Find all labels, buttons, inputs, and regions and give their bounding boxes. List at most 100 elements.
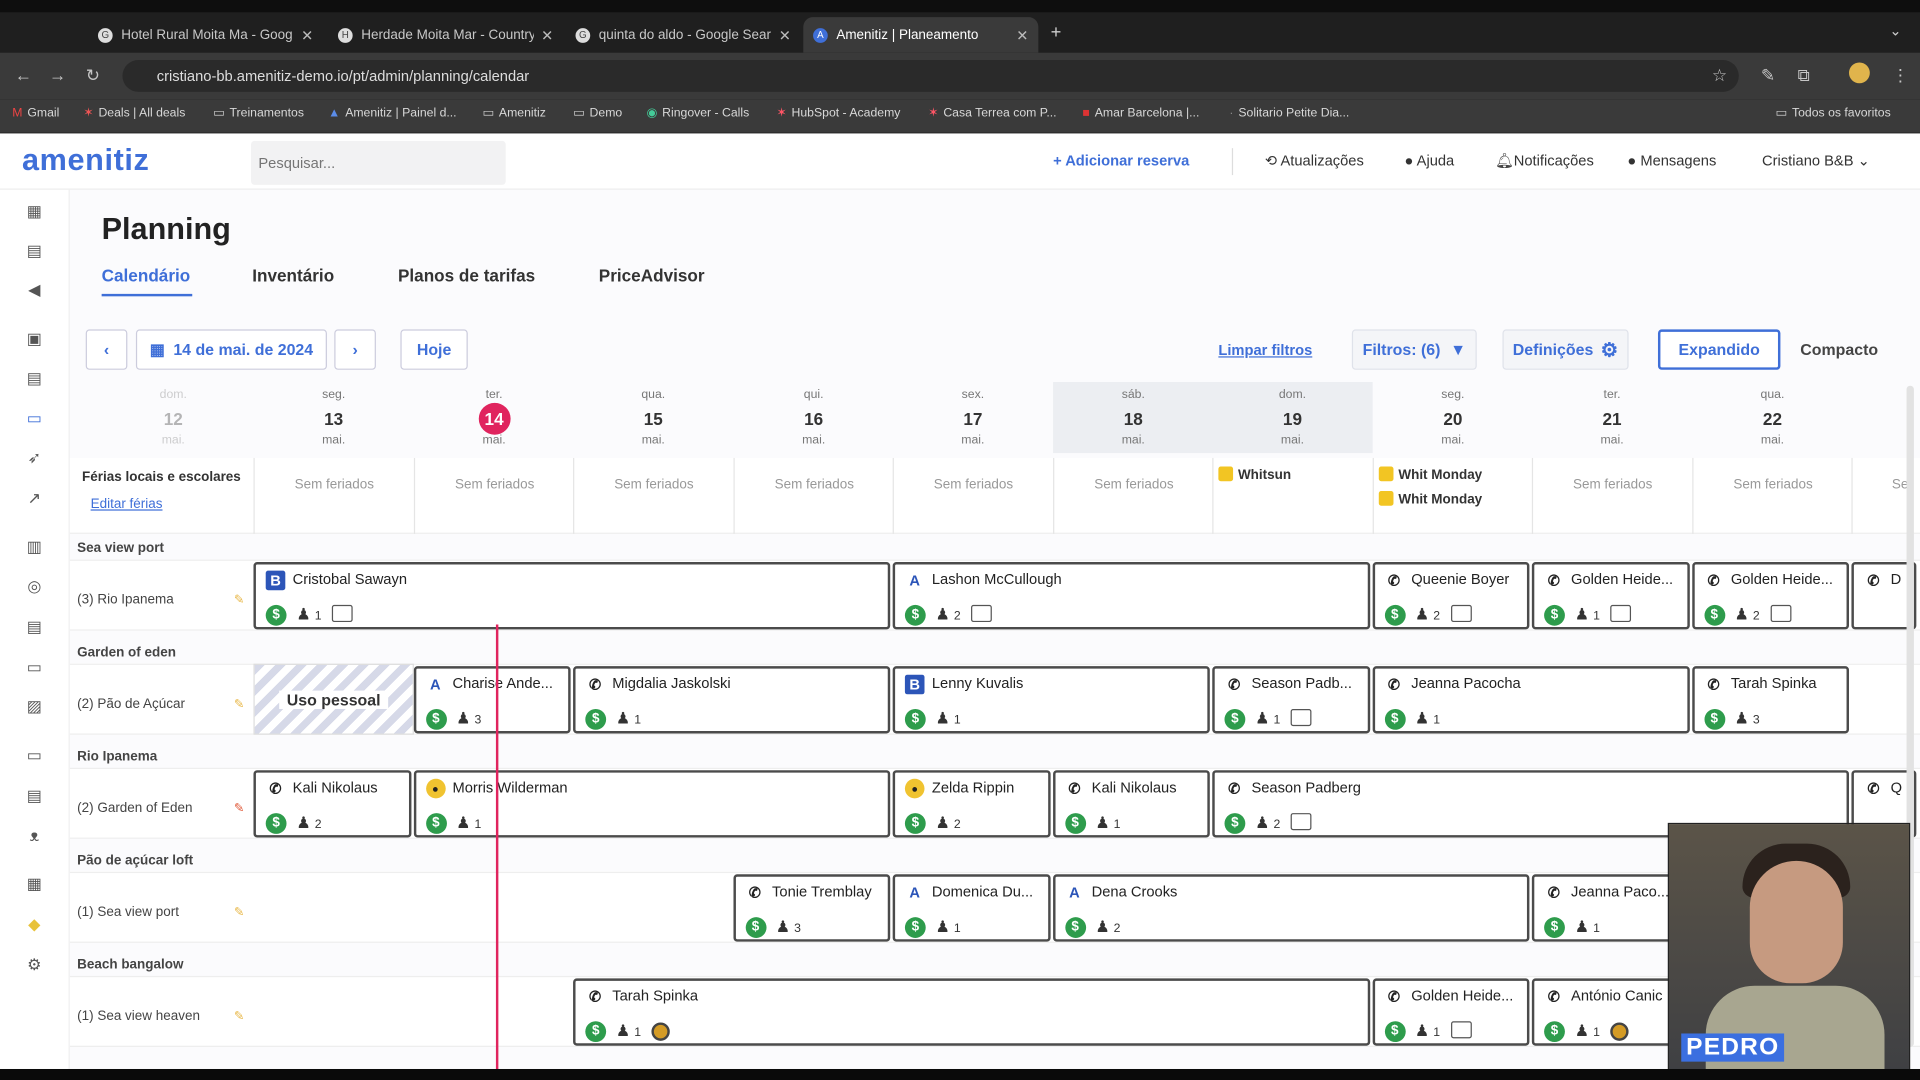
chart-icon[interactable]: ▨ [26, 696, 42, 716]
booking-block[interactable]: A Domenica Du... $ ♟ 1 [892, 874, 1051, 942]
building-icon[interactable]: ▥ [26, 537, 42, 556]
calendar-icon[interactable]: ▭ [26, 408, 42, 428]
extension-icon[interactable]: ✎ [1760, 64, 1776, 85]
booking-block[interactable]: A Charise Ande... $ ♟ 3 [413, 666, 571, 734]
bookmark[interactable]: ■ Amar Barcelona |... [1082, 106, 1200, 121]
broom-icon[interactable]: ✎ [233, 1010, 245, 1024]
users-icon[interactable]: ᴥ [29, 826, 40, 845]
booking-block[interactable]: ● Zelda Rippin $ ♟ 2 [892, 770, 1051, 838]
menu-icon[interactable]: ⋮ [1891, 64, 1909, 85]
diamond-icon[interactable]: ◆ [28, 914, 41, 934]
room-label[interactable]: (3) Rio Ipanema [77, 592, 174, 608]
booking-block[interactable]: ✆ Jeanna Paco... $ ♟ 1 [1531, 874, 1690, 942]
booking-block[interactable]: ✆ D [1851, 562, 1917, 630]
suitcase-icon[interactable]: ▣ [26, 329, 42, 348]
list-icon[interactable]: ▤ [26, 368, 42, 387]
bookmark-folder[interactable]: ▭ Amenitiz [482, 106, 546, 121]
personal-use-block[interactable]: Uso pessoal [253, 663, 414, 735]
booking-block[interactable]: ✆ Golden Heide... $ ♟ 1 [1372, 978, 1530, 1046]
today-button[interactable]: Hoje [400, 329, 468, 370]
bookmark-folder[interactable]: ▭ Demo [573, 106, 623, 121]
apps-icon[interactable]: ▦ [26, 874, 42, 893]
star-icon[interactable]: ☆ [1711, 64, 1728, 85]
tab-calendar[interactable]: Calendário [101, 265, 191, 286]
bookmark[interactable]: ▲ Amenitiz | Painel d... [328, 106, 457, 121]
broom-icon[interactable]: ✎ [233, 593, 245, 608]
room-label[interactable]: (1) Sea view port [77, 904, 179, 920]
tab-rate-plans[interactable]: Planos de tarifas [397, 265, 536, 286]
room-label[interactable]: (2) Pão de Açúcar [77, 696, 185, 712]
holiday-tag[interactable]: Whit Monday [1378, 491, 1482, 508]
back-icon[interactable]: ← [14, 64, 32, 85]
edit-holidays-link[interactable]: Editar férias [90, 497, 163, 512]
gear-icon[interactable]: ⚙ [27, 955, 42, 974]
booking-block[interactable]: B Cristobal Sawayn $ ♟ 1 [253, 562, 891, 630]
profile-avatar[interactable] [1848, 62, 1870, 84]
bookmark[interactable]: · Solitario Petite Dia... [1229, 106, 1350, 121]
bookmark[interactable]: ✶ Deals | All deals [83, 106, 186, 121]
booking-block[interactable]: ✆ Kali Nikolaus $ ♟ 1 [1052, 770, 1210, 838]
search-input[interactable] [251, 140, 506, 185]
booking-block[interactable]: ✆ Queenie Boyer $ ♟ 2 [1372, 562, 1530, 630]
tab-priceadvisor[interactable]: PriceAdvisor [598, 265, 705, 286]
browser-tab[interactable]: G Hotel Rural Moita Ma - Goog ✕ [88, 17, 323, 53]
close-icon[interactable]: ✕ [541, 26, 554, 44]
booking-block[interactable]: ✆ Tonie Tremblay $ ♟ 3 [732, 874, 891, 942]
reload-icon[interactable]: ↻ [85, 64, 101, 85]
prev-button[interactable]: ‹ [85, 329, 128, 370]
booking-block[interactable]: B Lenny Kuvalis $ ♟ 1 [892, 666, 1210, 734]
logo[interactable]: amenitiz [22, 143, 150, 178]
close-icon[interactable]: ✕ [301, 26, 314, 44]
broom-icon[interactable]: ✎ [233, 906, 245, 920]
new-tab-icon[interactable]: + [1050, 22, 1062, 43]
trend-icon[interactable]: ↗ [27, 488, 41, 507]
holiday-tag[interactable]: Whitsun [1218, 466, 1291, 484]
room-label[interactable]: (1) Sea view heaven [77, 1008, 200, 1024]
messages-button[interactable]: ● Mensagens [1627, 152, 1716, 169]
tab-search-icon[interactable]: ⌄ [1889, 22, 1902, 40]
expanded-view-button[interactable]: Expandido [1657, 329, 1781, 370]
room-label[interactable]: (2) Garden of Eden [77, 800, 193, 816]
booking-block[interactable]: A Dena Crooks $ ♟ 2 [1052, 874, 1530, 942]
bookmark[interactable]: ✶ Casa Terrea com P... [928, 106, 1057, 121]
close-icon[interactable]: ✕ [1016, 26, 1029, 44]
dashboard-icon[interactable]: ▦ [26, 202, 42, 221]
help-button[interactable]: ● Ajuda [1405, 152, 1455, 169]
settings-button[interactable]: Definições ⚙ [1502, 329, 1629, 370]
bookmark-folder[interactable]: ▭ Todos os favoritos [1775, 106, 1891, 121]
wallet-icon[interactable]: ▭ [26, 745, 42, 765]
megaphone-icon[interactable]: ◀ [28, 280, 41, 299]
browser-tab[interactable]: H Herdade Moita Mar - Country ✕ [328, 17, 563, 53]
booking-block[interactable]: ● Morris Wilderman $ ♟ 1 [413, 770, 891, 838]
clear-filters-link[interactable]: Limpar filtros [1218, 341, 1313, 359]
booking-block[interactable]: A Lashon McCullough $ ♟ 2 [892, 562, 1370, 630]
holiday-tag[interactable]: Whit Monday [1378, 466, 1482, 484]
broom-icon[interactable]: ✎ [233, 802, 245, 816]
booking-block[interactable]: ✆ António Canic $ ♟ 1 [1531, 978, 1690, 1046]
tab-inventory[interactable]: Inventário [252, 265, 335, 286]
booking-block[interactable]: ✆ Migdalia Jaskolski $ ♟ 1 [573, 666, 891, 734]
booking-block[interactable]: ✆ Tarah Spinka $ ♟ 3 [1691, 666, 1849, 734]
puzzle-icon[interactable]: ⧉ [1797, 64, 1810, 85]
globe-icon[interactable]: ◎ [27, 576, 42, 596]
vertical-scrollbar[interactable] [1906, 385, 1914, 1047]
address-bar[interactable]: cristiano-bb.amenitiz-demo.io/pt/admin/p… [122, 60, 1739, 92]
bookmark[interactable]: ◉ Ringover - Calls [646, 106, 750, 121]
forward-icon[interactable]: → [48, 64, 67, 85]
add-booking-button[interactable]: + Adicionar reserva [1053, 151, 1190, 169]
card-icon[interactable]: ▭ [26, 657, 42, 676]
booking-block[interactable]: ✆ Golden Heide... $ ♟ 2 [1691, 562, 1849, 630]
broom-icon[interactable]: ✎ [233, 697, 245, 712]
user-menu[interactable]: Cristiano B&B ⌄ [1762, 152, 1870, 169]
compact-view-button[interactable]: Compacto [1800, 340, 1879, 359]
browser-tab-active[interactable]: A Amenitiz | Planeamento ✕ [803, 17, 1039, 53]
bookmark-folder[interactable]: ▭ Treinamentos [213, 106, 304, 121]
rocket-icon[interactable]: ➶ [27, 448, 41, 467]
booking-block[interactable]: ✆ Tarah Spinka $ ♟ 1 [573, 978, 1370, 1046]
bookings-icon[interactable]: ▤ [26, 241, 42, 260]
booking-block[interactable]: ✆ Golden Heide... $ ♟ 1 [1531, 562, 1690, 630]
bookmark[interactable]: M Gmail [12, 106, 60, 121]
updates-button[interactable]: ⟲ Atualizações [1265, 152, 1364, 169]
filters-button[interactable]: Filtros: (6) ▼ [1351, 329, 1477, 370]
